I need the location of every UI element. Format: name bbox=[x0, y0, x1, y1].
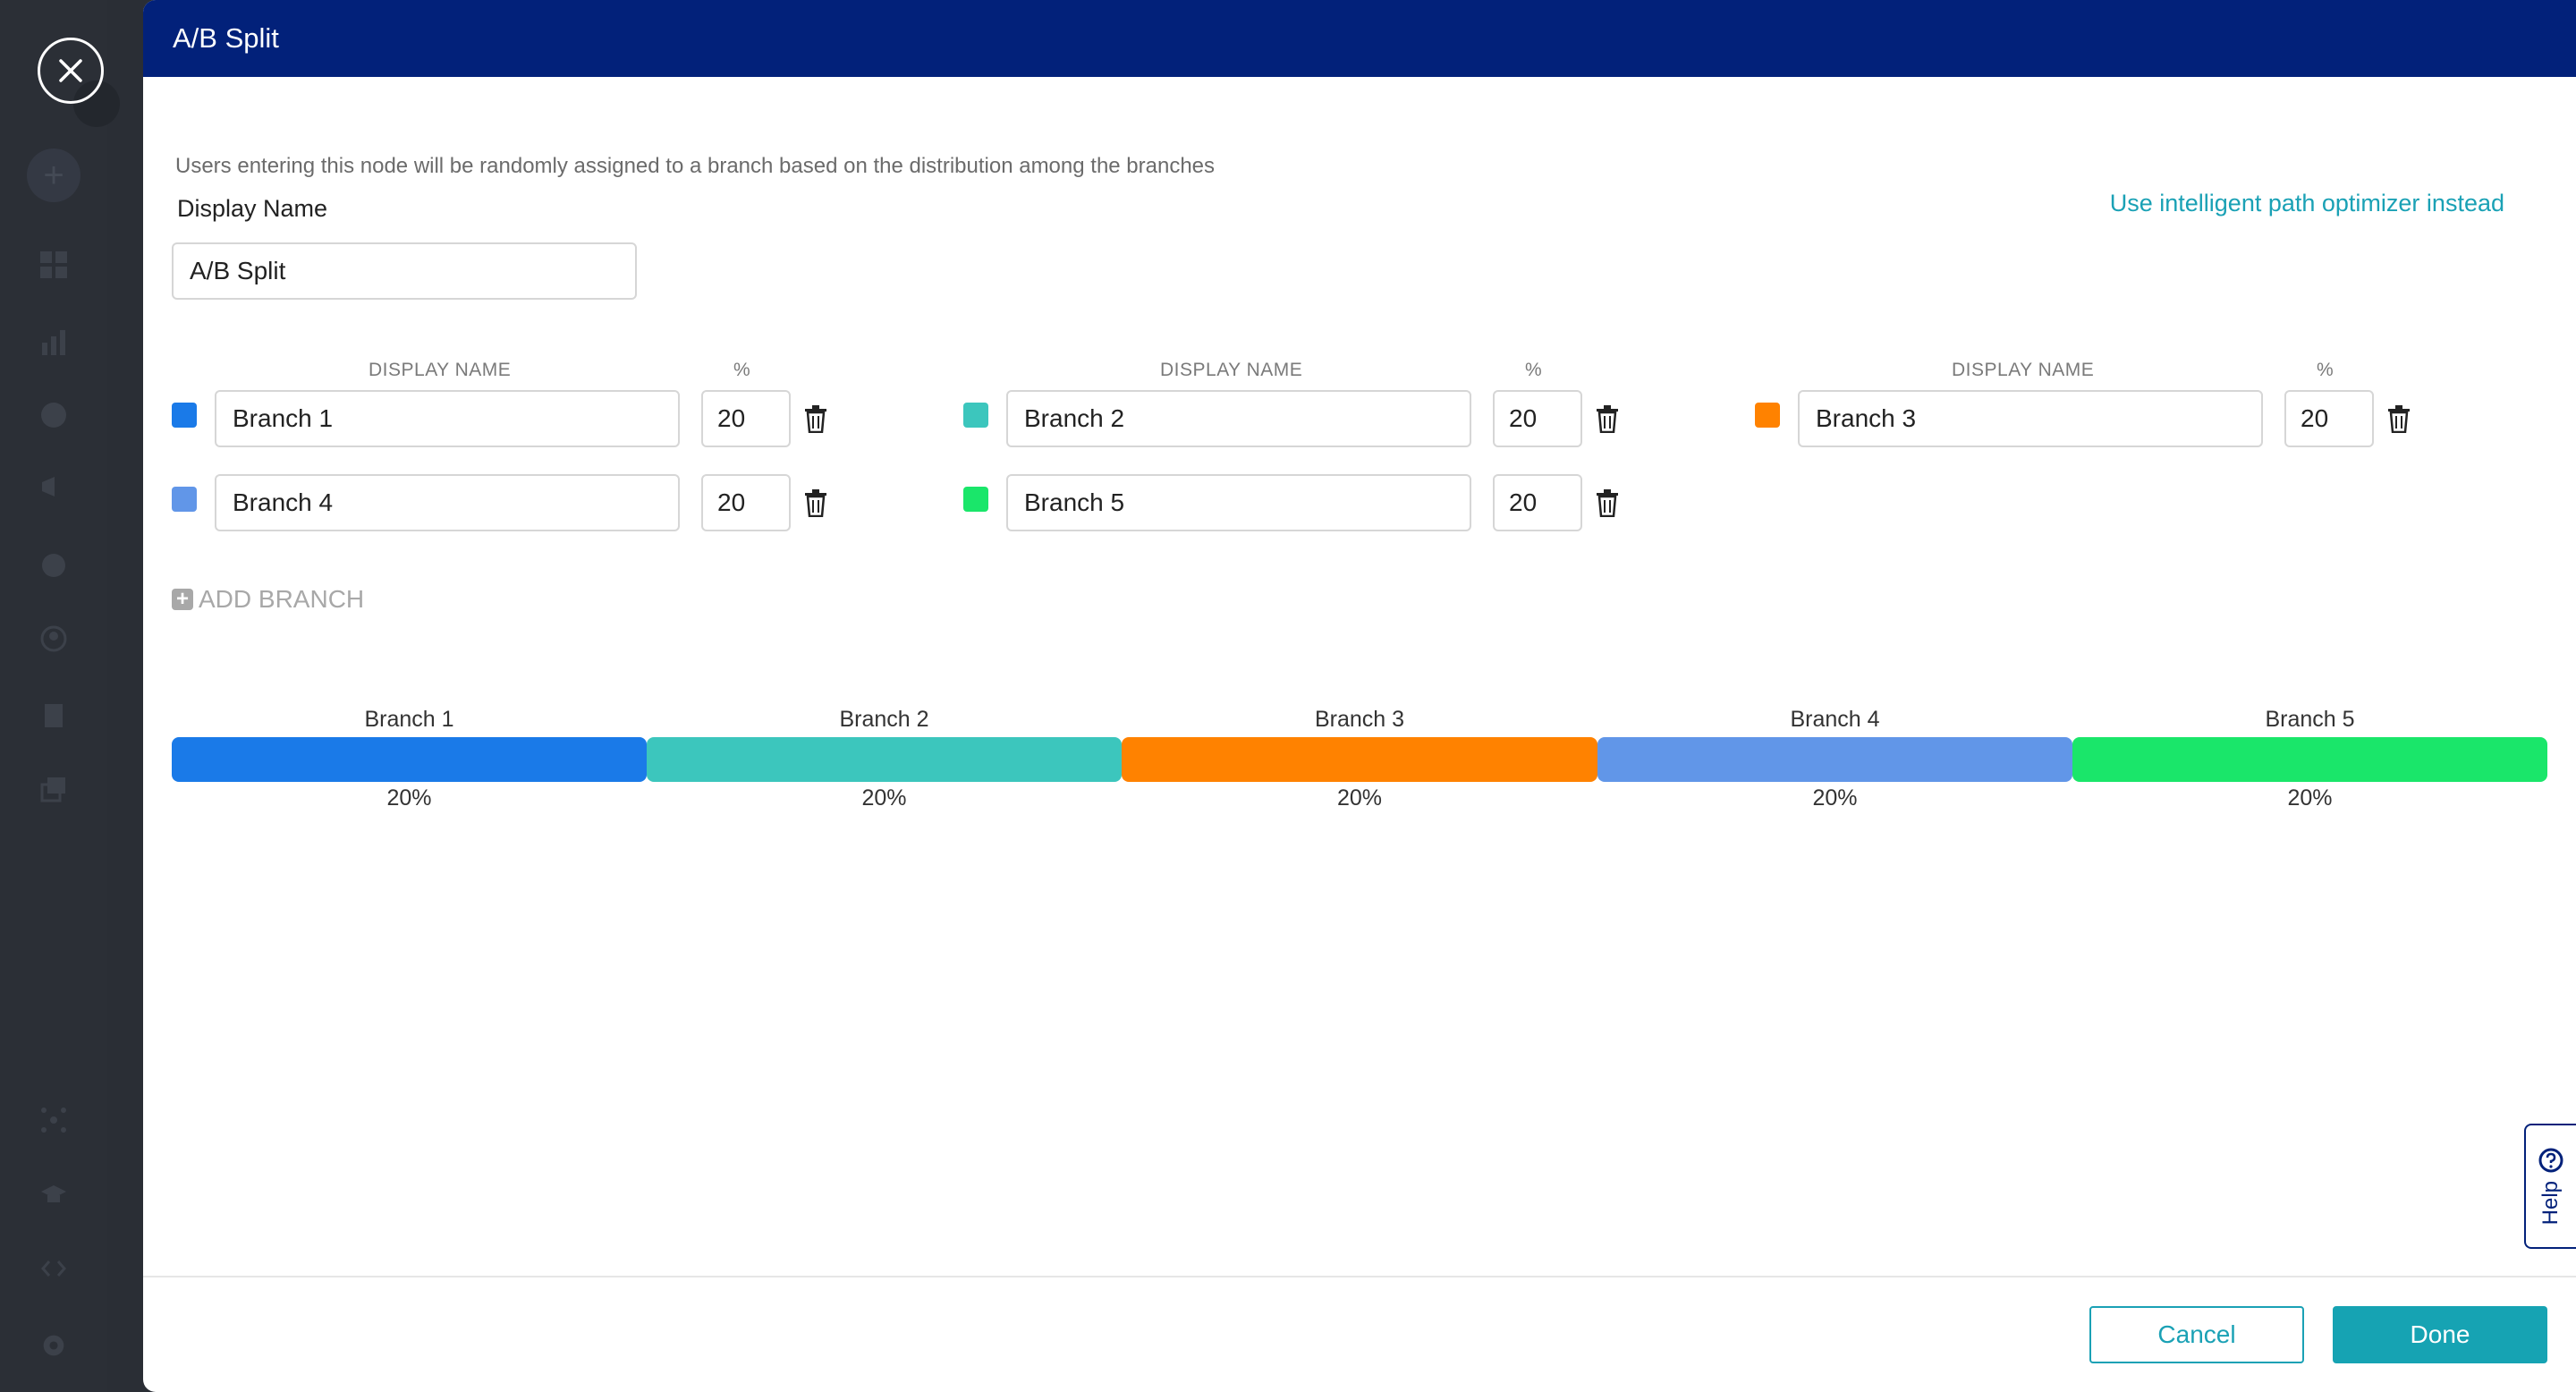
segment-label: Branch 1 bbox=[364, 707, 454, 732]
plus-square-icon: + bbox=[172, 589, 193, 610]
help-tab[interactable]: Help bbox=[2524, 1124, 2576, 1249]
alert-icon[interactable] bbox=[36, 547, 72, 583]
branch-percent-input[interactable] bbox=[701, 474, 791, 531]
branch-row bbox=[963, 474, 1643, 531]
graduation-cap-icon[interactable] bbox=[36, 1177, 72, 1213]
branch-column-3: DISPLAY NAME % bbox=[1755, 360, 2435, 539]
modal-description: Users entering this node will be randoml… bbox=[175, 154, 1216, 178]
close-modal-button[interactable] bbox=[38, 38, 104, 104]
pie-chart-icon[interactable] bbox=[36, 397, 72, 433]
branch-name-input[interactable] bbox=[1798, 390, 2263, 447]
segment-percent: 20% bbox=[2287, 785, 2333, 811]
trash-icon[interactable] bbox=[2386, 404, 2411, 433]
segment-label: Branch 3 bbox=[1314, 707, 1405, 732]
branch-name-input[interactable] bbox=[1006, 474, 1471, 531]
branch-color-swatch[interactable] bbox=[963, 403, 988, 428]
branch-color-swatch[interactable] bbox=[1755, 403, 1780, 428]
distribution-segment: Branch 5 20% bbox=[2072, 707, 2547, 814]
app-sidebar: + bbox=[0, 0, 120, 1392]
add-branch-button[interactable]: + ADD BRANCH bbox=[172, 585, 364, 614]
branch-percent-input[interactable] bbox=[1493, 390, 1582, 447]
document-icon[interactable] bbox=[36, 698, 72, 734]
network-icon[interactable] bbox=[36, 1102, 72, 1138]
display-name-label: Display Name bbox=[177, 195, 328, 222]
branch-name-input[interactable] bbox=[215, 390, 680, 447]
segment-label: Branch 2 bbox=[839, 707, 929, 732]
help-circle-icon bbox=[2538, 1148, 2563, 1173]
branch-row bbox=[1755, 390, 2435, 447]
branch-color-swatch[interactable] bbox=[963, 487, 988, 512]
percent-column-header: % bbox=[733, 360, 751, 380]
display-name-column-header: DISPLAY NAME bbox=[1952, 360, 2095, 380]
trash-icon[interactable] bbox=[1595, 488, 1620, 517]
user-icon[interactable] bbox=[36, 621, 72, 657]
segment-percent: 20% bbox=[386, 785, 432, 811]
segment-label: Branch 5 bbox=[2265, 707, 2355, 732]
branch-column-2: DISPLAY NAME % bbox=[963, 360, 1643, 539]
trash-icon[interactable] bbox=[803, 404, 828, 433]
distribution-segment: Branch 1 20% bbox=[172, 707, 647, 814]
segment-percent: 20% bbox=[1812, 785, 1858, 811]
modal-title: A/B Split bbox=[173, 22, 279, 54]
branch-column-1: DISPLAY NAME % bbox=[172, 360, 852, 539]
percent-column-header: % bbox=[2317, 360, 2334, 380]
segment-bar[interactable] bbox=[647, 737, 1122, 782]
display-name-input[interactable] bbox=[172, 242, 637, 300]
branch-percent-input[interactable] bbox=[2284, 390, 2374, 447]
megaphone-icon[interactable] bbox=[36, 469, 72, 505]
intelligent-path-optimizer-link[interactable]: Use intelligent path optimizer instead bbox=[2109, 190, 2504, 216]
distribution-segment: Branch 2 20% bbox=[647, 707, 1122, 814]
settings-gear-icon[interactable] bbox=[36, 1328, 72, 1363]
display-name-column-header: DISPLAY NAME bbox=[1160, 360, 1303, 380]
branch-color-swatch[interactable] bbox=[172, 403, 197, 428]
branch-color-swatch[interactable] bbox=[172, 487, 197, 512]
segment-bar[interactable] bbox=[1122, 737, 1597, 782]
branch-name-input[interactable] bbox=[1006, 390, 1471, 447]
segment-bar[interactable] bbox=[1597, 737, 2072, 782]
footer-divider bbox=[143, 1276, 2576, 1277]
code-icon[interactable] bbox=[36, 1251, 72, 1286]
segment-label: Branch 4 bbox=[1790, 707, 1880, 732]
segment-percent: 20% bbox=[861, 785, 907, 811]
branch-row bbox=[172, 390, 852, 447]
bar-chart-icon[interactable] bbox=[36, 324, 72, 360]
display-name-column-header: DISPLAY NAME bbox=[369, 360, 512, 380]
segment-percent: 20% bbox=[1336, 785, 1383, 811]
branch-name-input[interactable] bbox=[215, 474, 680, 531]
help-label: Help bbox=[2538, 1181, 2563, 1226]
distribution-segment: Branch 3 20% bbox=[1122, 707, 1597, 814]
percent-column-header: % bbox=[1525, 360, 1543, 380]
trash-icon[interactable] bbox=[803, 488, 828, 517]
modal-header: A/B Split bbox=[143, 0, 2576, 77]
cancel-button[interactable]: Cancel bbox=[2089, 1306, 2304, 1363]
add-branch-label: ADD BRANCH bbox=[199, 585, 365, 613]
add-icon[interactable]: + bbox=[27, 149, 80, 202]
branch-row bbox=[963, 390, 1643, 447]
distribution-segment: Branch 4 20% bbox=[1597, 707, 2072, 814]
dashboard-icon[interactable] bbox=[36, 247, 72, 283]
branch-percent-input[interactable] bbox=[701, 390, 791, 447]
branch-row bbox=[172, 474, 852, 531]
branch-percent-input[interactable] bbox=[1493, 474, 1582, 531]
trash-icon[interactable] bbox=[1595, 404, 1620, 433]
distribution-bar: Branch 1 20% Branch 2 20% Branch 3 20% B… bbox=[172, 707, 2547, 814]
close-icon bbox=[59, 59, 82, 82]
segment-bar[interactable] bbox=[172, 737, 647, 782]
layers-icon[interactable] bbox=[36, 771, 72, 807]
done-button[interactable]: Done bbox=[2333, 1306, 2547, 1363]
ab-split-modal: A/B Split Users entering this node will … bbox=[143, 0, 2576, 1392]
segment-bar[interactable] bbox=[2072, 737, 2547, 782]
